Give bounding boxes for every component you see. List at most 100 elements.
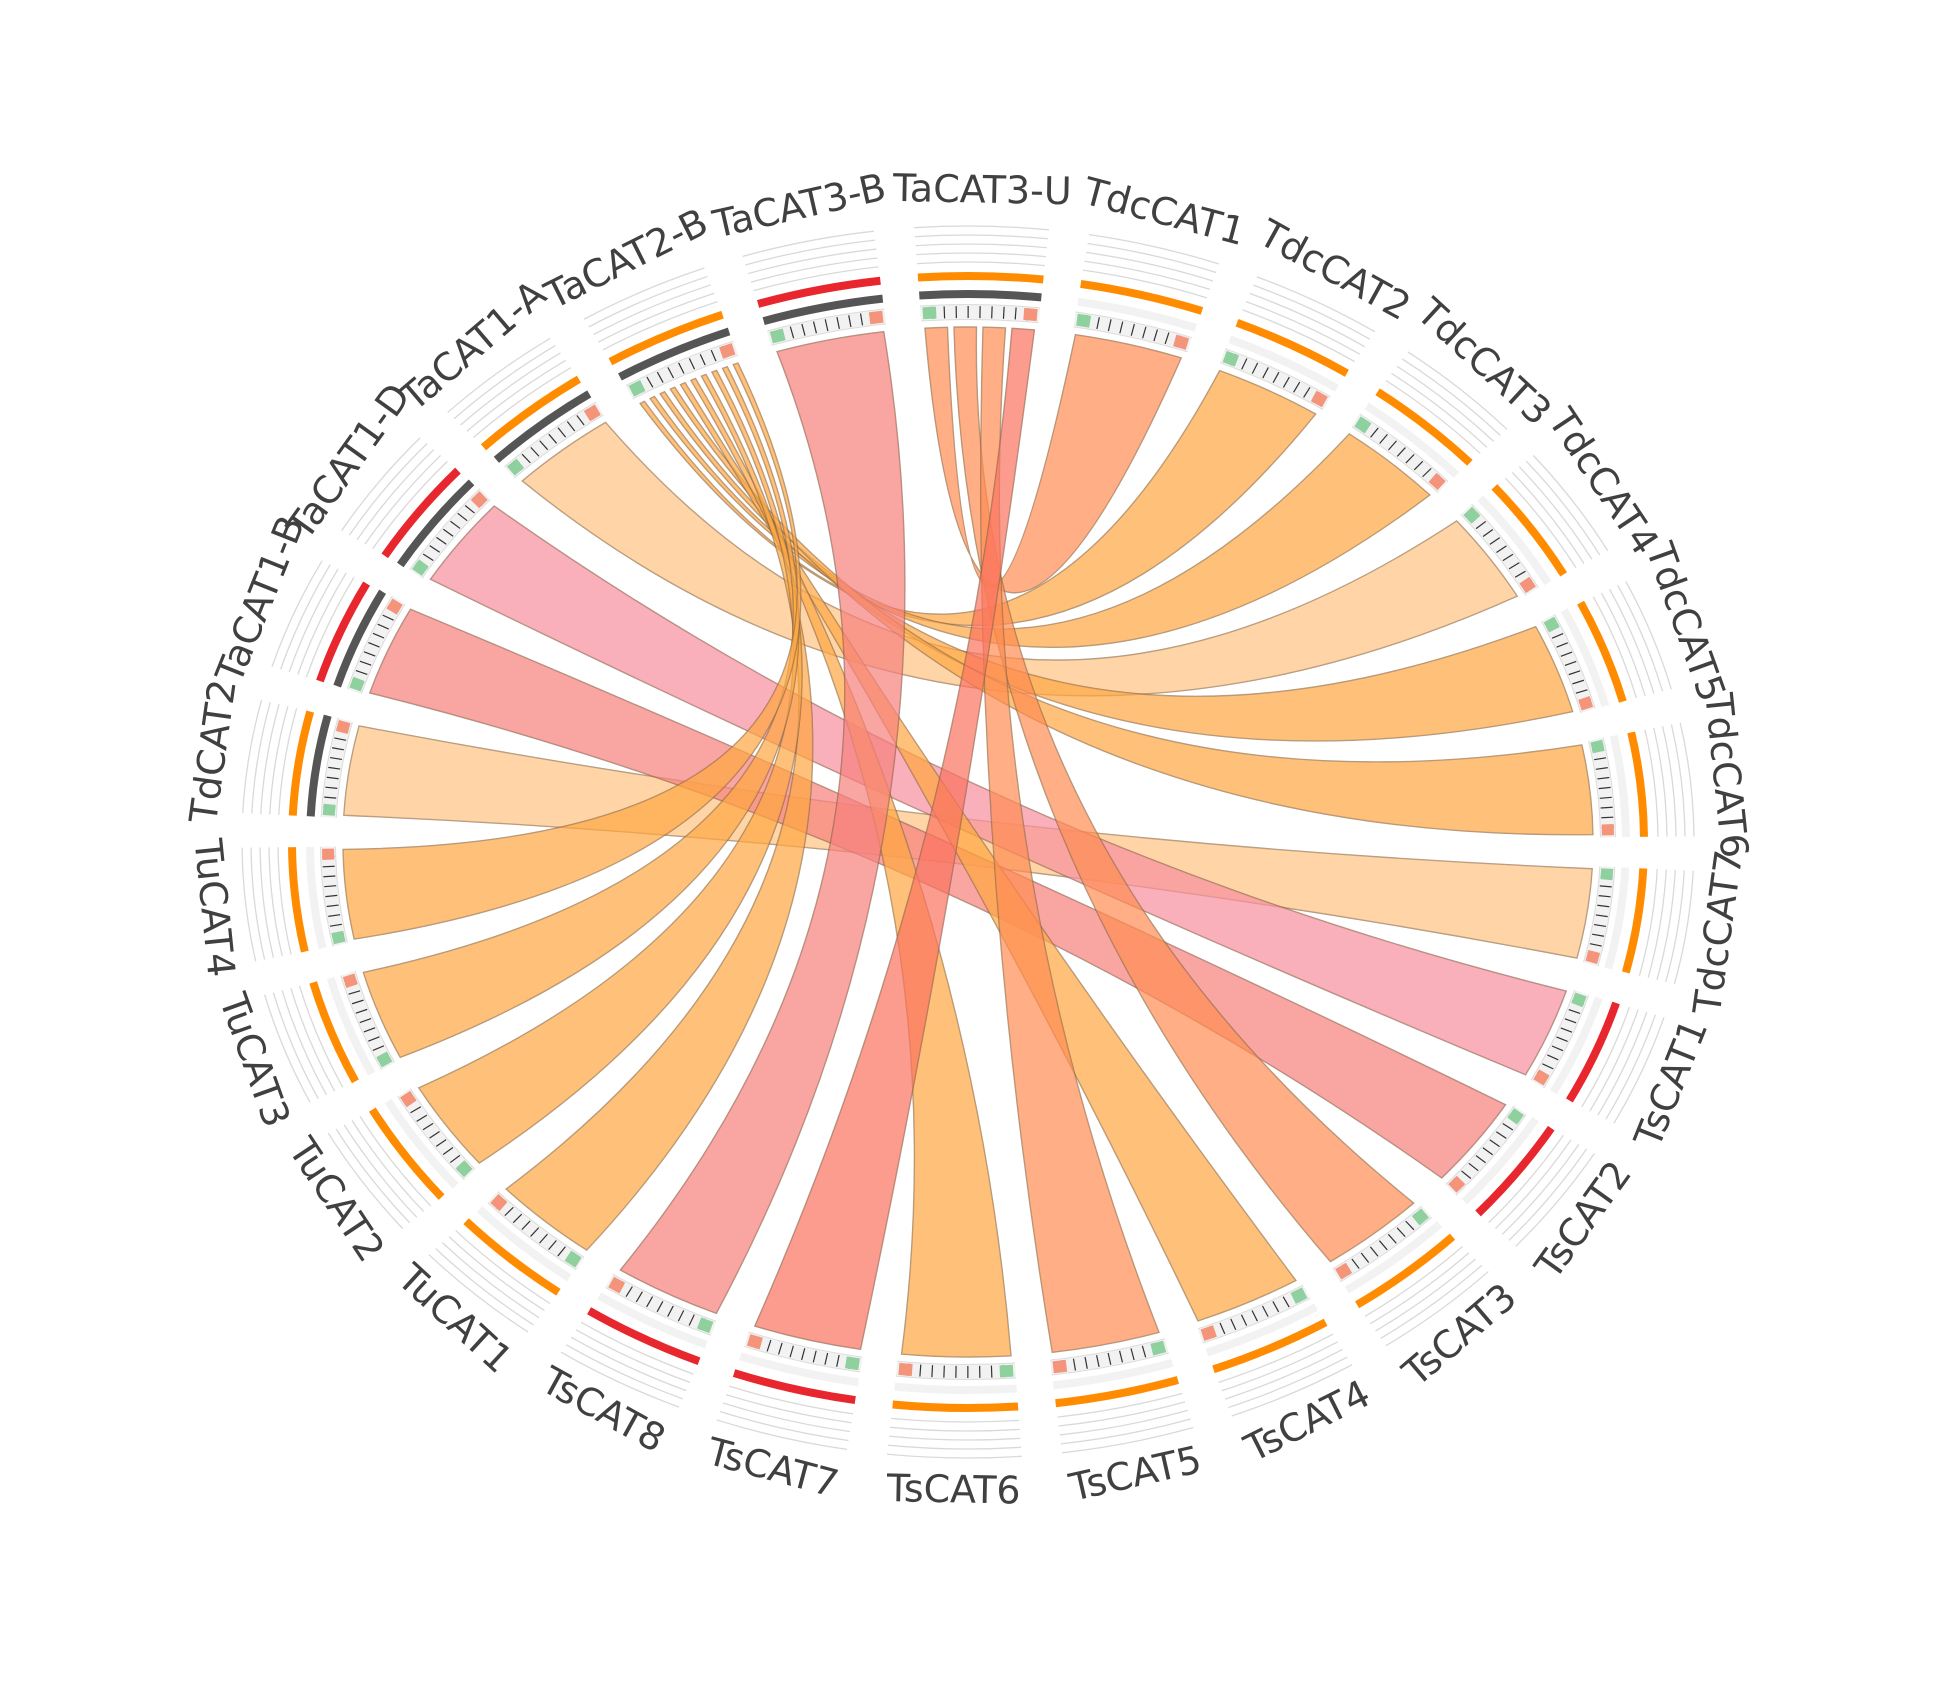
segment-arc-TdcCAT1[interactable] (1073, 279, 1204, 353)
ribbon-TaCAT2-B-to-TdcCAT6[interactable] (669, 386, 1594, 836)
ring-tick (836, 317, 840, 330)
ring-tick (1387, 1233, 1397, 1244)
ring-tick (1589, 943, 1602, 947)
start-marker (1590, 739, 1605, 754)
segment-arc-TuCAT3[interactable] (309, 971, 396, 1084)
ring-tick (1014, 307, 1017, 320)
ring-band (1604, 867, 1630, 970)
decor-arc (891, 1417, 1020, 1423)
segment-arc-TaCAT3-U[interactable] (917, 272, 1044, 324)
ring-tick (667, 367, 675, 379)
ring-band (608, 310, 724, 366)
segment-arc-TsCAT5[interactable] (1050, 1338, 1179, 1408)
ribbon-tint (418, 370, 802, 1164)
segment-arc-TdCAT2[interactable] (288, 710, 353, 818)
segment-arc-TuCAT1[interactable] (463, 1191, 585, 1296)
start-marker (922, 306, 937, 320)
decor-arc (351, 1120, 425, 1213)
ring-tick (368, 641, 380, 648)
ring-tick (1489, 1139, 1500, 1148)
decor-arc (1231, 1364, 1353, 1417)
ring-tick (422, 1122, 434, 1131)
segment-label-TsCAT8: TsCAT8 (533, 1358, 672, 1461)
segment-arc-TaCAT3-B[interactable] (757, 276, 886, 346)
segment-arc-TdcCAT6[interactable] (1588, 731, 1648, 838)
decor-arc (428, 1254, 529, 1333)
decor-arc (1609, 588, 1655, 694)
ring-tick (1379, 433, 1388, 444)
ring-tick (1575, 689, 1588, 694)
decor-arc (1082, 269, 1207, 299)
segment-arc-TdcCAT2[interactable] (1219, 318, 1349, 411)
ring-tick (1422, 467, 1432, 478)
segment-arc-TsCAT3[interactable] (1332, 1205, 1456, 1309)
ring-tick (1598, 895, 1611, 898)
ring-band (1205, 1303, 1318, 1357)
segment-arc-TaCAT2-B[interactable] (608, 310, 739, 400)
decor-arc (1494, 1139, 1572, 1230)
segment-arc-TsCAT8[interactable] (587, 1273, 717, 1366)
start-marker (1411, 1208, 1430, 1226)
segment-arc-TdcCAT4[interactable] (1460, 484, 1568, 596)
ribbon-tint (640, 370, 1316, 626)
ribbon-TaCAT3-B-to-TsCAT8[interactable] (619, 330, 906, 1315)
decor-arc (597, 292, 715, 343)
ring-tick (699, 353, 706, 366)
ring-tick (442, 528, 454, 537)
ribbon-TaCAT2-B-to-TuCAT4[interactable] (342, 362, 802, 940)
segment-arc-TsCAT7[interactable] (732, 1331, 863, 1405)
segment-arc-TuCAT2[interactable] (368, 1088, 476, 1200)
decor-arc (1661, 726, 1677, 837)
decor-arc (1088, 233, 1220, 265)
ring-tick (1096, 317, 1100, 330)
ribbon-TaCAT2-B-to-TsCAT4[interactable] (679, 381, 1297, 1322)
segment-arc-TaCAT1-D[interactable] (381, 467, 491, 579)
ring-band (288, 847, 309, 953)
segment-arc-TaCAT1-A[interactable] (480, 375, 604, 479)
ring-tick (1551, 1045, 1564, 1052)
ring-tick (836, 1354, 840, 1367)
segment-arc-TsCAT2[interactable] (1445, 1105, 1555, 1217)
start-marker (1507, 1108, 1524, 1125)
segment-arc-TuCAT4[interactable] (288, 846, 348, 953)
segment-arc-TdcCAT3[interactable] (1351, 388, 1473, 493)
ring-tick (777, 1342, 783, 1355)
ring-tick (1119, 1350, 1124, 1363)
ring-tick (539, 440, 549, 451)
segment-arc-TaCAT1-B[interactable] (316, 581, 406, 695)
ring-tick (410, 1106, 422, 1114)
decor-arc (583, 267, 705, 320)
ring-tick (359, 1018, 372, 1024)
segment-label-TaCAT2-B: TaCAT2-B (537, 200, 715, 318)
ring-tick (1601, 816, 1614, 819)
ring-band (1621, 868, 1648, 974)
end-marker (470, 491, 488, 509)
end-marker (490, 1193, 508, 1212)
ring-tick (1572, 679, 1585, 685)
decor-arc (341, 437, 421, 531)
ring-tick (530, 446, 540, 457)
ring-tick (355, 1008, 368, 1014)
ring-tick (1130, 323, 1135, 336)
decor-arc (1518, 466, 1593, 560)
segment-arc-TsCAT4[interactable] (1197, 1284, 1328, 1374)
decor-arc (364, 454, 442, 545)
segment-arc-TsCAT1[interactable] (1530, 989, 1620, 1103)
segment-arc-TsCAT6[interactable] (892, 1360, 1019, 1412)
ring-tick (678, 362, 685, 374)
decor-arc (916, 252, 1046, 258)
ribbon-TaCAT3-U-to-TsCAT7[interactable] (753, 327, 1036, 1351)
ring-tick (382, 614, 394, 621)
start-marker (1600, 868, 1614, 881)
decor-arc (279, 564, 331, 670)
segment-arc-TdcCAT5[interactable] (1540, 600, 1627, 713)
ring-tick (377, 623, 389, 630)
ring-tick (824, 1352, 829, 1365)
ring-tick (1369, 1246, 1379, 1257)
segment-arc-TdcCAT7[interactable] (1583, 866, 1648, 974)
ring-tick (688, 1314, 695, 1326)
end-marker (342, 973, 358, 988)
ribbon-tint (660, 391, 1573, 741)
ring-tick (1378, 1240, 1388, 1251)
decor-arc (745, 239, 876, 266)
